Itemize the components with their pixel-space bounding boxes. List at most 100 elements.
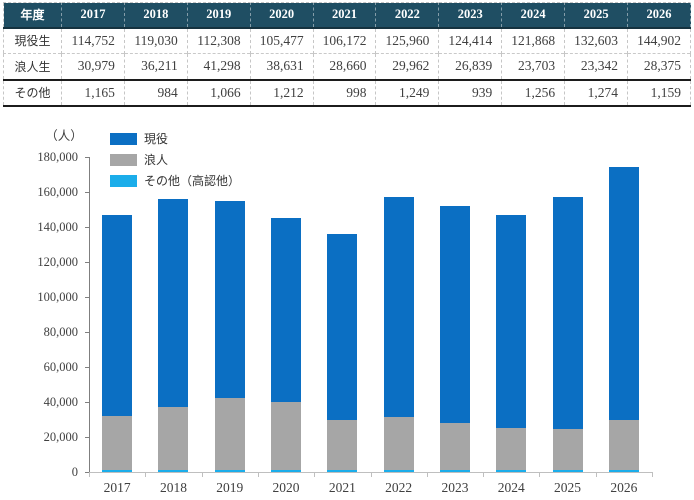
x-axis-label-2022: 2022 (385, 480, 413, 495)
y-axis-tick (85, 227, 89, 228)
table-header-year-2019: 2019 (187, 2, 251, 28)
row-label-others: その他 (3, 79, 62, 106)
cell-ronin-students-2022: 29,962 (375, 53, 440, 80)
table-header-row: 年度 2017 2018 2019 2020 2021 2022 2023 2024 2025 2… (3, 2, 691, 28)
bar-segment-other-2019 (214, 470, 245, 472)
cell-ronin-students-2025: 23,342 (564, 53, 629, 80)
y-axis-tick (85, 367, 89, 368)
y-axis-tick (85, 437, 89, 438)
cell-others-2024: 1,256 (501, 79, 566, 106)
x-axis-tick (427, 473, 428, 477)
cell-current-students-2021: 106,172 (313, 27, 377, 54)
bar-segment-other-2020 (271, 469, 301, 472)
x-axis-tick (483, 473, 484, 477)
cell-current-students-2020: 105,477 (250, 27, 314, 54)
y-axis-tick-label: 180,000 (37, 150, 78, 164)
x-axis-tick (596, 473, 597, 477)
x-axis-tick (202, 473, 203, 477)
table-header-year-2023: 2023 (438, 2, 503, 28)
cell-ronin-students-2018: 36,211 (124, 53, 188, 80)
x-axis-label-2025: 2025 (554, 480, 582, 495)
x-axis-tick (258, 473, 259, 477)
cell-current-students-2018: 119,030 (124, 27, 188, 54)
cell-others-2023: 939 (438, 79, 503, 106)
table-header-year-2017: 2017 (61, 2, 125, 28)
cell-others-2020: 1,212 (250, 79, 314, 106)
table-row-current-students: 現役生 114,752 119,030 112,308 105,477 106,172 12… (3, 27, 691, 54)
bar-segment-other-2017 (102, 470, 133, 472)
legend-item-current: 現役 (110, 128, 240, 149)
y-axis-tick (85, 472, 89, 473)
bar-segment-current-2019 (214, 201, 245, 398)
legend-item-ronin: 浪人 (110, 149, 240, 170)
stacked-bar-chart: （人） 現役 浪人 その他（高認他） 0 20,000 40,000 60,000 80,0… (0, 112, 694, 500)
legend-label-current: 現役 (144, 132, 169, 146)
bar-segment-ronin-2022 (383, 417, 414, 470)
cell-current-students-2022: 125,960 (375, 27, 440, 54)
x-axis-label-2021: 2021 (328, 480, 356, 495)
table-row-ronin-students: 浪人生 30,979 36,211 41,298 38,631 28,660 29,962 2… (3, 53, 691, 80)
row-label-current-students: 現役生 (3, 27, 62, 54)
cell-ronin-students-2023: 26,839 (438, 53, 503, 80)
cell-others-2025: 1,274 (564, 79, 629, 106)
y-axis-tick-label: 100,000 (37, 290, 78, 304)
y-axis-tick (85, 157, 89, 158)
x-axis-line (89, 472, 653, 473)
x-axis-tick (652, 473, 653, 477)
x-axis-tick (89, 473, 90, 477)
bar-segment-current-2026 (608, 166, 639, 421)
cell-current-students-2024: 121,868 (501, 27, 566, 54)
cell-current-students-2023: 124,414 (438, 27, 503, 54)
x-axis-tick (145, 473, 146, 477)
table-row-others: その他 1,165 984 1,066 1,212 998 1,249 939 1,256 1,2… (3, 79, 691, 106)
x-axis-tick (314, 473, 315, 477)
bar-segment-other-2026 (608, 470, 639, 472)
bar-segment-other-2025 (552, 469, 583, 472)
bar-segment-current-2017 (102, 214, 133, 416)
cell-ronin-students-2024: 23,703 (501, 53, 566, 80)
bar-segment-ronin-2024 (496, 428, 527, 470)
bar-segment-current-2024 (496, 215, 527, 429)
cell-current-students-2017: 114,752 (61, 27, 125, 54)
bar-segment-current-2025 (552, 196, 583, 429)
cell-current-students-2026: 144,902 (627, 27, 691, 54)
y-axis-tick-label: 40,000 (43, 395, 78, 409)
year-data-table: 年度 2017 2018 2019 2020 2021 2022 2023 2024 2025 2… (3, 2, 691, 107)
bar-segment-ronin-2021 (327, 420, 358, 471)
bar-segment-ronin-2025 (552, 428, 583, 470)
y-axis-tick-label: 20,000 (43, 430, 78, 444)
y-axis-tick-label: 0 (71, 465, 78, 479)
y-axis-tick-label: 160,000 (37, 185, 78, 199)
chart-legend: 現役 浪人 その他（高認他） (110, 128, 240, 191)
cell-ronin-students-2021: 28,660 (313, 53, 377, 80)
y-axis-tick (85, 262, 89, 263)
bar-segment-current-2023 (439, 205, 470, 424)
x-axis-tick (539, 473, 540, 477)
bar-segment-other-2022 (383, 469, 414, 472)
cell-others-2022: 1,249 (375, 79, 440, 106)
bar-segment-ronin-2018 (158, 406, 189, 471)
x-axis-label-2023: 2023 (441, 480, 469, 495)
cell-others-2018: 984 (124, 79, 188, 106)
bar-segment-other-2018 (158, 470, 189, 472)
cell-others-2026: 1,159 (627, 79, 691, 106)
y-axis-tick (85, 332, 89, 333)
y-axis-tick-label: 60,000 (43, 360, 78, 374)
x-axis-label-2020: 2020 (272, 480, 300, 495)
y-axis-tick-label: 120,000 (37, 255, 78, 269)
table-header-year-2022: 2022 (375, 2, 440, 28)
cell-ronin-students-2020: 38,631 (250, 53, 314, 80)
table-header-year-2024: 2024 (501, 2, 566, 28)
cell-others-2021: 998 (313, 79, 377, 106)
row-label-ronin-students: 浪人生 (3, 53, 62, 80)
legend-swatch-other (110, 174, 137, 187)
bar-segment-ronin-2019 (214, 397, 245, 471)
y-axis-tick-label: 80,000 (43, 325, 78, 339)
bar-segment-current-2018 (158, 198, 189, 407)
y-axis-unit-label: （人） (45, 128, 83, 143)
table-header-year-2018: 2018 (124, 2, 188, 28)
x-axis-label-2024: 2024 (497, 480, 525, 495)
table-header-year-2020: 2020 (250, 2, 314, 28)
bar-segment-other-2021 (327, 470, 358, 472)
table-header-year-2025: 2025 (564, 2, 629, 28)
